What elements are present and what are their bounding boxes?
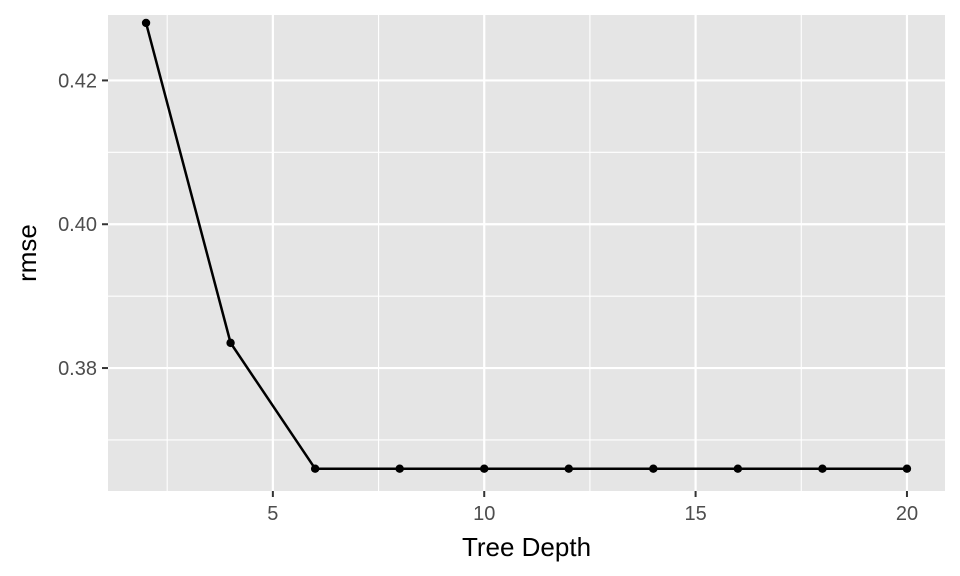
y-tick-label: 0.42 bbox=[58, 70, 97, 92]
y-tick-label: 0.40 bbox=[58, 214, 97, 236]
data-point bbox=[141, 18, 151, 28]
data-point bbox=[310, 464, 320, 473]
series-line bbox=[144, 22, 907, 470]
x-tick-label: 10 bbox=[473, 503, 495, 525]
data-point bbox=[902, 464, 912, 473]
y-tick-label: 0.38 bbox=[58, 358, 97, 380]
minor-gridlines bbox=[108, 15, 945, 491]
x-tick-label: 5 bbox=[267, 503, 278, 525]
y-axis-title: rmse bbox=[12, 224, 42, 282]
data-point bbox=[395, 464, 404, 473]
x-tick-label: 20 bbox=[896, 503, 918, 525]
data-point bbox=[480, 464, 489, 473]
y-axis: 0.38 0.40 0.42 bbox=[58, 70, 108, 380]
data-point bbox=[733, 464, 743, 473]
data-point bbox=[564, 464, 573, 473]
data-point bbox=[818, 464, 827, 473]
data-point bbox=[649, 464, 658, 473]
series-layer bbox=[141, 18, 912, 473]
x-axis-title: Tree Depth bbox=[462, 532, 591, 562]
plot-panel bbox=[108, 15, 945, 491]
data-point bbox=[226, 338, 235, 348]
x-tick-label: 15 bbox=[684, 503, 706, 525]
x-axis: 5 10 15 20 bbox=[267, 491, 918, 525]
